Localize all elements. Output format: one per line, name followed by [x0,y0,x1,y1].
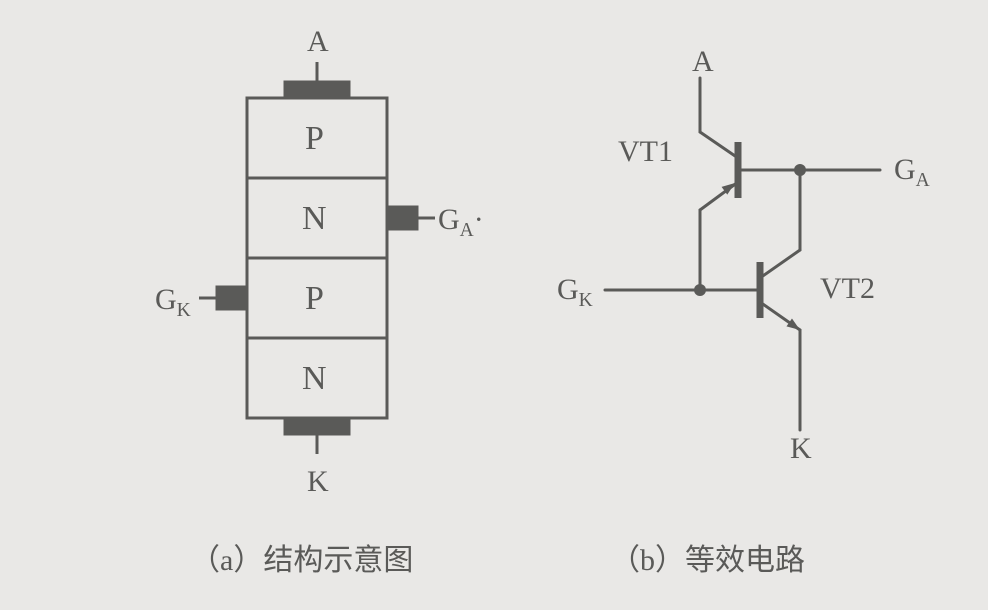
caption-b: （b）等效电路 [610,535,805,579]
label-gk-right: GK [557,273,593,312]
label-ga-right: GA [894,153,930,192]
diagram-canvas: P N P N A K GA· GK （a）结构示意图 A K VT1 VT2 … [0,0,988,610]
label-vt2: VT2 [820,272,875,306]
label-a-right: A [692,45,714,79]
label-k-right: K [790,432,812,466]
label-vt1: VT1 [618,135,673,169]
